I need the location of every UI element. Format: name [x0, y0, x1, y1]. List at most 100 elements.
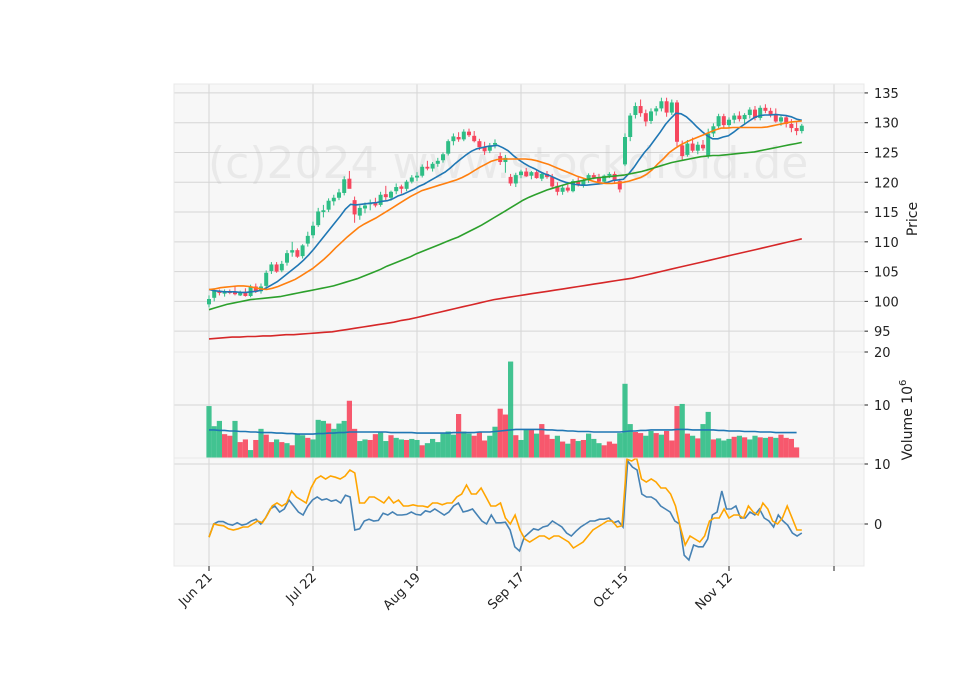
- candle-body: [742, 114, 747, 120]
- volume-bar: [289, 445, 295, 458]
- candle-body: [799, 125, 804, 132]
- candle-body: [727, 119, 731, 126]
- moving-average-line-1: [208, 112, 802, 294]
- candle-body: [607, 173, 612, 176]
- price-y-tick-label: 95: [874, 325, 891, 340]
- candle-body: [571, 181, 575, 192]
- indicator-y-tick-label: 10: [874, 458, 891, 473]
- volume-y-tick-label: 20: [874, 346, 891, 361]
- x-tick-label: Jun 21: [176, 570, 216, 610]
- volume-bar: [305, 437, 311, 458]
- candle-body: [711, 126, 716, 134]
- volume-bar: [716, 438, 722, 458]
- candle-body: [586, 175, 591, 180]
- candle-body: [331, 197, 336, 202]
- volume-bar: [539, 424, 545, 458]
- volume-bar: [404, 439, 410, 458]
- volume-bar: [508, 361, 514, 458]
- volume-bar: [430, 438, 436, 458]
- candle-body: [264, 272, 269, 286]
- price-y-tick-label: 105: [874, 266, 899, 281]
- volume-bar: [679, 403, 685, 458]
- panel-border-ind: [173, 457, 865, 567]
- volume-bar: [549, 438, 555, 458]
- candle-body: [576, 181, 581, 185]
- candle-body: [337, 192, 341, 198]
- volume-bar: [752, 435, 758, 458]
- candle-body: [253, 286, 258, 292]
- volume-bar: [497, 408, 503, 458]
- volume-bar: [211, 426, 217, 458]
- candle-body: [430, 163, 435, 169]
- candle-body: [222, 291, 227, 294]
- volume-bar: [362, 439, 368, 458]
- volume-bar: [461, 431, 467, 458]
- indicator-line-1: [208, 458, 803, 562]
- candle-body: [643, 113, 648, 122]
- volume-bar: [502, 414, 508, 458]
- volume-bar: [658, 434, 664, 458]
- moving-average-line-3: [208, 141, 802, 311]
- candle-body: [279, 263, 284, 271]
- volume-bar: [492, 426, 498, 458]
- volume-bar: [643, 435, 649, 458]
- x-tick-label: Sep 17: [485, 570, 528, 613]
- volume-bar: [528, 429, 534, 458]
- candle-body: [524, 171, 529, 177]
- candle-body: [560, 187, 565, 192]
- candle-body: [389, 191, 393, 198]
- volume-bar: [690, 435, 696, 458]
- volume-bar: [560, 441, 566, 458]
- volume-bar: [726, 438, 732, 458]
- candle-body: [233, 292, 237, 295]
- price-axis-label: Price: [905, 202, 921, 236]
- volume-bar: [435, 442, 441, 458]
- candle-body: [779, 117, 783, 122]
- candle-body: [394, 187, 399, 192]
- volume-bar: [216, 420, 222, 458]
- candle-body: [326, 200, 331, 210]
- volume-bar: [367, 439, 373, 458]
- volume-bar: [237, 442, 243, 458]
- candle-body: [352, 200, 357, 215]
- volume-bar: [664, 430, 670, 458]
- volume-bar: [320, 420, 326, 458]
- volume-bar: [445, 431, 451, 458]
- volume-bar: [773, 437, 779, 458]
- volume-bar: [294, 434, 300, 458]
- candle-body: [519, 171, 523, 176]
- volume-bar: [695, 438, 701, 458]
- candle-body: [654, 108, 659, 112]
- candle-body: [565, 187, 570, 191]
- x-tick-label: Nov 12: [693, 570, 736, 613]
- volume-bar: [258, 428, 264, 458]
- candle-body: [446, 141, 451, 154]
- volume-y-tick-label: 10: [874, 399, 891, 414]
- candle-body: [420, 166, 425, 176]
- volume-bar: [419, 445, 425, 458]
- candle-body: [529, 172, 534, 176]
- volume-bar: [627, 424, 633, 458]
- volume-bar: [580, 439, 586, 458]
- moving-average-line-4: [208, 238, 802, 340]
- volume-bar: [736, 435, 742, 458]
- candle-body: [659, 101, 664, 109]
- volume-bar: [794, 447, 800, 458]
- volume-bar: [648, 430, 654, 458]
- candle-body: [207, 298, 211, 305]
- candle-body: [342, 179, 347, 193]
- volume-bar: [393, 437, 399, 458]
- volume-bar: [440, 433, 446, 458]
- volume-bar: [534, 433, 540, 458]
- volume-bar: [565, 443, 571, 458]
- volume-bar: [466, 433, 472, 458]
- candle-body: [680, 145, 685, 157]
- volume-average-line: [209, 428, 797, 435]
- volume-bar: [570, 438, 576, 458]
- volume-bar: [279, 442, 285, 458]
- indicator-line-2: [208, 456, 802, 550]
- candle-body: [487, 145, 492, 151]
- volume-bar: [346, 400, 352, 458]
- volume-bar: [653, 433, 659, 458]
- volume-bar: [331, 428, 337, 458]
